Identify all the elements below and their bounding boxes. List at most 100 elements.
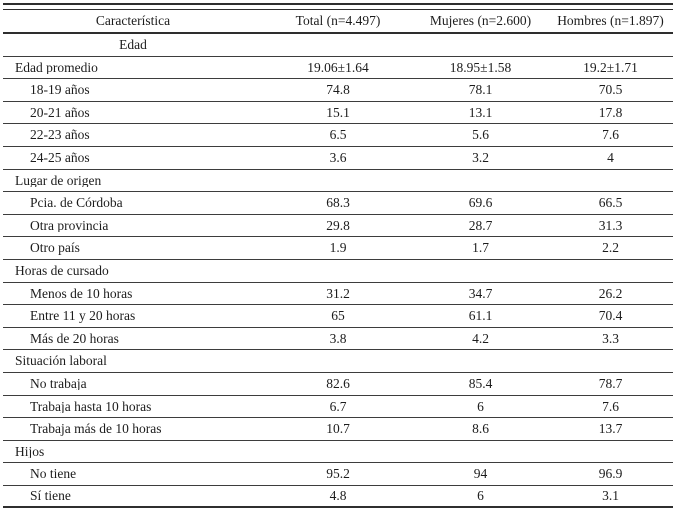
row-label: Pcia. de Córdoba (30, 196, 123, 210)
section-label: Edad (119, 38, 147, 52)
cell-value: 4.8 (329, 489, 347, 503)
cell-value: 95.2 (326, 467, 350, 481)
table-row: Entre 11 y 20 horas 65 61.1 70.4 (3, 305, 673, 328)
cell-value: 6.5 (329, 128, 347, 142)
cell-value: 31.3 (598, 218, 623, 233)
row-label: 24-25 años (30, 151, 90, 165)
cell-value: 66.5 (598, 196, 623, 210)
row-label: Menos de 10 horas (30, 286, 133, 301)
table-row: Edad promedio 19.06±1.64 18.95±1.58 19.2±1.… (3, 57, 673, 80)
table-row: No tiene 95.2 94 96.9 (3, 463, 673, 486)
cell-value: 29.8 (326, 218, 350, 233)
cell-value: 13.1 (468, 105, 493, 120)
row-label: Sí tiene (30, 489, 71, 503)
row-label: 22-23 años (30, 128, 90, 142)
table-body: Edad Edad promedio 19.06±1.64 18.95±1.58 19.… (3, 34, 673, 509)
top-rule-thick (3, 3, 673, 5)
cell-value: 34.7 (468, 286, 493, 301)
cell-value: 3.6 (329, 151, 347, 165)
cell-value: 78.7 (598, 376, 623, 391)
row-label: No trabaja (30, 376, 87, 391)
cell-value: 31.2 (326, 286, 350, 301)
cell-value: 69.6 (468, 196, 493, 210)
row-label: Edad promedio (15, 60, 98, 75)
table-row: 24-25 años 3.6 3.2 4 (3, 147, 673, 170)
cell-value: 17.8 (598, 105, 623, 120)
cell-value: 70.4 (598, 309, 623, 323)
cell-value: 82.6 (326, 376, 350, 391)
cell-value: 78.1 (468, 83, 493, 97)
table-row: Sí tiene 4.8 6 3.1 (3, 486, 673, 509)
cell-value: 65 (331, 309, 345, 323)
section-row: Hijos (3, 441, 673, 464)
row-label: 20-21 años (30, 105, 90, 120)
cell-value: 1.9 (329, 241, 347, 255)
cell-value: 1.7 (472, 241, 489, 255)
column-header-caracteristica: Característica (95, 14, 171, 28)
row-label: Otro país (30, 241, 80, 255)
cell-value: 85.4 (468, 376, 493, 391)
cell-value: 68.3 (326, 196, 350, 210)
cell-value: 94 (473, 467, 488, 481)
table-row: Pcia. de Córdoba 68.3 69.6 66.5 (3, 192, 673, 215)
cell-value: 13.7 (598, 422, 623, 436)
row-label: Trabaja hasta 10 horas (30, 399, 152, 414)
cell-value: 8.6 (472, 422, 489, 436)
characteristics-table: Característica Total (n=4.497) Mujeres (… (3, 3, 673, 509)
row-label: Trabaja más de 10 horas (30, 422, 162, 436)
cell-value: 6 (477, 399, 484, 414)
section-label: Horas de cursado (15, 263, 109, 278)
cell-value: 18.95±1.58 (449, 60, 512, 75)
cell-value: 61.1 (468, 309, 493, 323)
table-row: No trabaja 82.6 85.4 78.7 (3, 373, 673, 396)
cell-value: 7.6 (602, 399, 619, 414)
table-header-row: Característica Total (n=4.497) Mujeres (… (3, 10, 673, 34)
row-label: Otra provincia (30, 218, 109, 233)
section-row: Situación laboral (3, 350, 673, 373)
section-label: Lugar de origen (15, 173, 102, 188)
table-row: 20-21 años 15.1 13.1 17.8 (3, 102, 673, 125)
cell-value: 10.7 (326, 422, 350, 436)
cell-value: 4.2 (472, 331, 489, 346)
table-row: Otra provincia 29.8 28.7 31.3 (3, 215, 673, 238)
row-label: No tiene (30, 467, 77, 481)
section-row: Edad (3, 34, 673, 57)
section-row: Horas de cursado (3, 260, 673, 283)
top-rule-thin (3, 9, 673, 10)
section-row: Lugar de origen (3, 170, 673, 193)
cell-value: 4 (607, 151, 614, 165)
table-row: 22-23 años 6.5 5.6 7.6 (3, 124, 673, 147)
table-row: Trabaja más de 10 horas 10.7 8.6 13.7 (3, 418, 673, 441)
cell-value: 3.8 (329, 331, 347, 346)
table-row: Trabaja hasta 10 horas 6.7 6 7.6 (3, 396, 673, 419)
cell-value: 15.1 (326, 105, 350, 120)
column-header-total: Total (n=4.497) (295, 14, 381, 28)
cell-value: 70.5 (598, 83, 623, 97)
cell-value: 6 (477, 489, 484, 503)
section-label: Hijos (15, 444, 45, 459)
table-row: 18-19 años 74.8 78.1 70.5 (3, 79, 673, 102)
cell-value: 7.6 (602, 128, 619, 142)
top-rule-gap (3, 5, 673, 9)
cell-value: 3.3 (602, 331, 619, 346)
table-row: Menos de 10 horas 31.2 34.7 26.2 (3, 283, 673, 306)
column-header-hombres: Hombres (n=1.897) (557, 14, 664, 28)
table-row: Más de 20 horas 3.8 4.2 3.3 (3, 328, 673, 351)
cell-value: 19.06±1.64 (307, 60, 369, 75)
cell-value: 3.2 (472, 151, 489, 165)
cell-value: 74.8 (326, 83, 350, 97)
row-label: Entre 11 y 20 horas (30, 309, 136, 323)
row-label: 18-19 años (30, 83, 90, 97)
cell-value: 19.2±1.71 (583, 60, 638, 75)
cell-value: 3.1 (602, 489, 619, 503)
cell-value: 2.2 (602, 241, 619, 255)
cell-value: 6.7 (329, 399, 347, 414)
cell-value: 26.2 (598, 286, 623, 301)
section-label: Situación laboral (15, 354, 107, 368)
cell-value: 28.7 (468, 218, 493, 233)
column-header-mujeres: Mujeres (n=2.600) (429, 14, 532, 28)
cell-value: 96.9 (598, 467, 623, 481)
table-row: Otro país 1.9 1.7 2.2 (3, 237, 673, 260)
row-label: Más de 20 horas (30, 331, 119, 346)
